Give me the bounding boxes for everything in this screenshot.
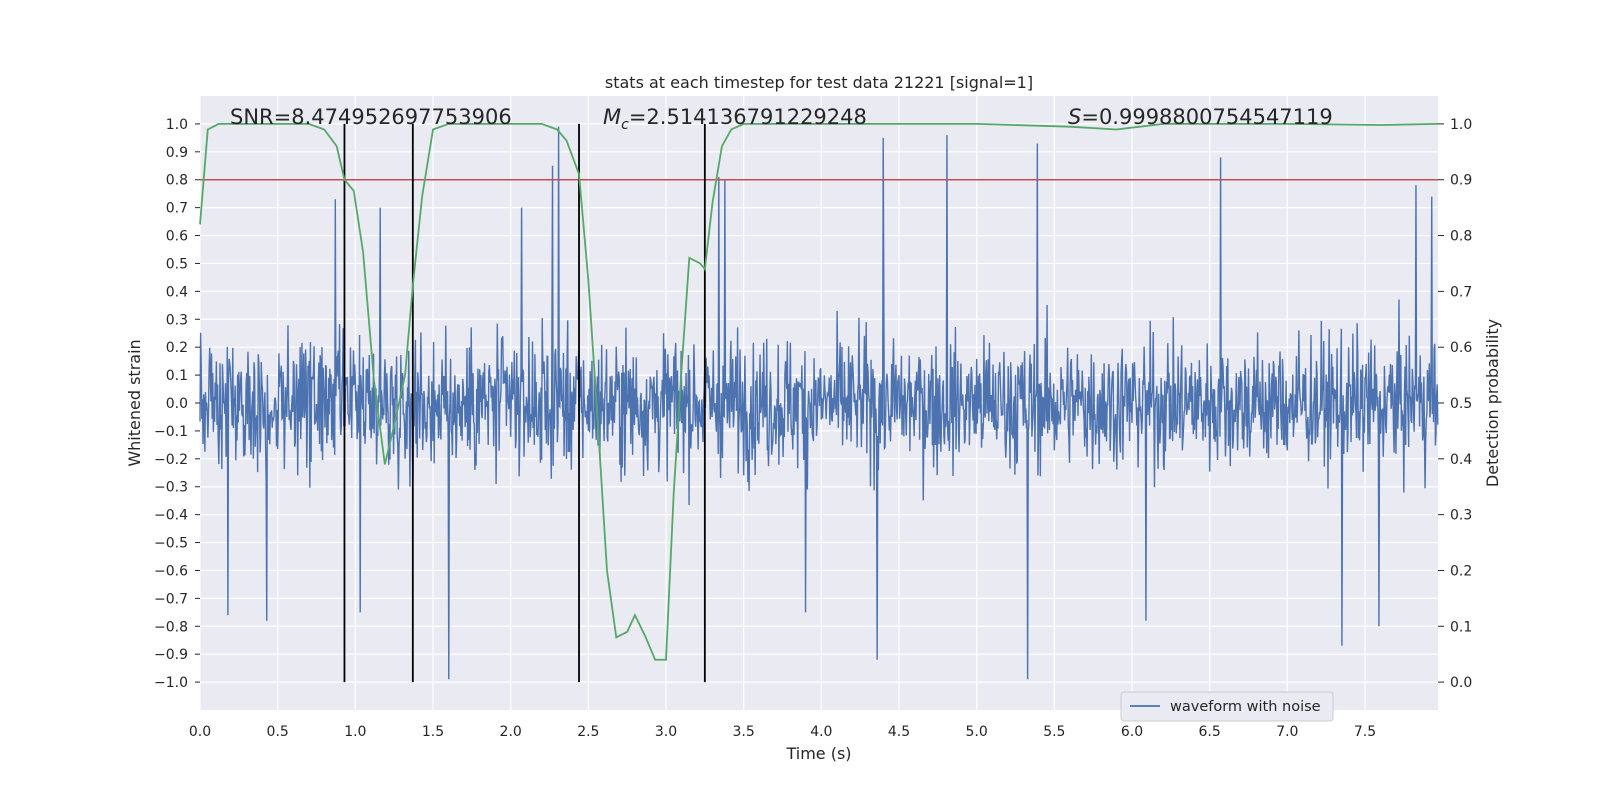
x-tick-label: 2.5 [577,724,599,740]
y-left-tick-label: 0.5 [166,256,188,272]
y-left-tick-label: −0.8 [154,619,188,635]
x-tick-label: 5.5 [1043,724,1065,740]
y-left-tick-label: −1.0 [154,675,188,691]
chirp-mass-annotation: Mc=2.514136791229248 [603,105,867,133]
x-tick-label: 4.5 [888,724,910,740]
probability-line [199,123,1439,661]
y-left-tick-label: −0.7 [154,591,188,607]
s-annotation: S=0.9998800754547119 [1068,105,1333,129]
chirp-mass-subscript: c [621,117,629,133]
x-tick-label: 4.0 [810,724,832,740]
s-symbol: S [1068,105,1081,129]
legend-box [1120,691,1334,722]
y-left-tick-labels: 1.0 0.9 0.8 0.7 0.6 0.5 0.4 0.3 0.2 0.1 0.0 −0.1 −0.… [154,117,200,691]
y-left-tick-label: 0.1 [166,368,188,384]
y-right-tick-labels: 1.0 0.9 0.8 0.7 0.6 0.5 0.4 0.3 0.2 0.1 0.0 [1438,117,1472,691]
x-tick-label: 3.5 [733,724,755,740]
x-tick-label: 0.5 [267,724,289,740]
y-right-tick-label: 0.4 [1450,452,1472,468]
y-right-tick-label: 0.5 [1450,396,1472,412]
y-left-tick-label: 0.3 [166,312,188,328]
snr-annotation: SNR=8.474952697753906 [230,105,512,129]
chirp-mass-value: =2.514136791229248 [629,105,867,129]
y-left-tick-label: 0.7 [166,201,188,217]
y-axis-label-right: Detection probability [1483,319,1502,487]
chirp-mass-symbol: M [603,105,621,129]
x-axis-label: Time (s) [785,744,851,763]
x-tick-label: 7.5 [1354,724,1376,740]
x-tick-label: 6.5 [1199,724,1221,740]
y-right-tick-label: 0.1 [1450,619,1472,635]
y-left-tick-label: −0.3 [154,480,188,496]
x-tick-label: 3.0 [655,724,677,740]
y-left-tick-label: −0.2 [154,452,188,468]
y-left-tick-label: −0.6 [154,563,188,579]
waveform-line [199,126,1439,680]
x-tick-label: 5.0 [966,724,988,740]
y-right-tick-label: 0.6 [1450,340,1472,356]
y-left-tick-label: −0.1 [154,424,188,440]
y-left-tick-label: 0.0 [166,396,188,412]
chart-title: stats at each timestep for test data 212… [605,73,1033,92]
y-left-tick-label: −0.9 [154,647,188,663]
legend: waveform with noise [1120,691,1334,722]
vertical-markers [343,123,706,683]
x-tick-label: 7.0 [1276,724,1298,740]
x-tick-label: 1.5 [422,724,444,740]
y-right-tick-label: 0.3 [1450,508,1472,524]
y-right-tick-label: 0.7 [1450,284,1472,300]
y-axis-label-left: Whitened strain [125,339,144,466]
y-left-tick-label: −0.4 [154,508,188,524]
y-right-tick-label: 0.9 [1450,173,1472,189]
y-right-tick-label: 0.0 [1450,675,1472,691]
s-value: =0.9998800754547119 [1081,105,1332,129]
y-left-tick-label: 0.2 [166,340,188,356]
waveform-series [199,126,1439,680]
x-tick-label: 6.0 [1121,724,1143,740]
y-right-tick-label: 1.0 [1450,117,1472,133]
legend-label: waveform with noise [1170,699,1321,715]
y-left-tick-label: 0.6 [166,229,188,245]
x-tick-labels: 0.0 0.5 1.0 1.5 2.0 2.5 3.0 3.5 4.0 4.5 5.0 5.5 6.0 6… [189,724,1376,740]
y-right-tick-label: 0.8 [1450,229,1472,245]
y-left-tick-label: 0.8 [166,173,188,189]
x-tick-label: 0.0 [189,724,211,740]
y-left-tick-label: −0.5 [154,536,188,552]
x-tick-label: 2.0 [500,724,522,740]
x-tick-label: 1.0 [344,724,366,740]
y-right-tick-label: 0.2 [1450,563,1472,579]
y-left-tick-label: 0.4 [166,284,188,300]
y-left-tick-label: 1.0 [166,117,188,133]
y-left-tick-label: 0.9 [166,145,188,161]
